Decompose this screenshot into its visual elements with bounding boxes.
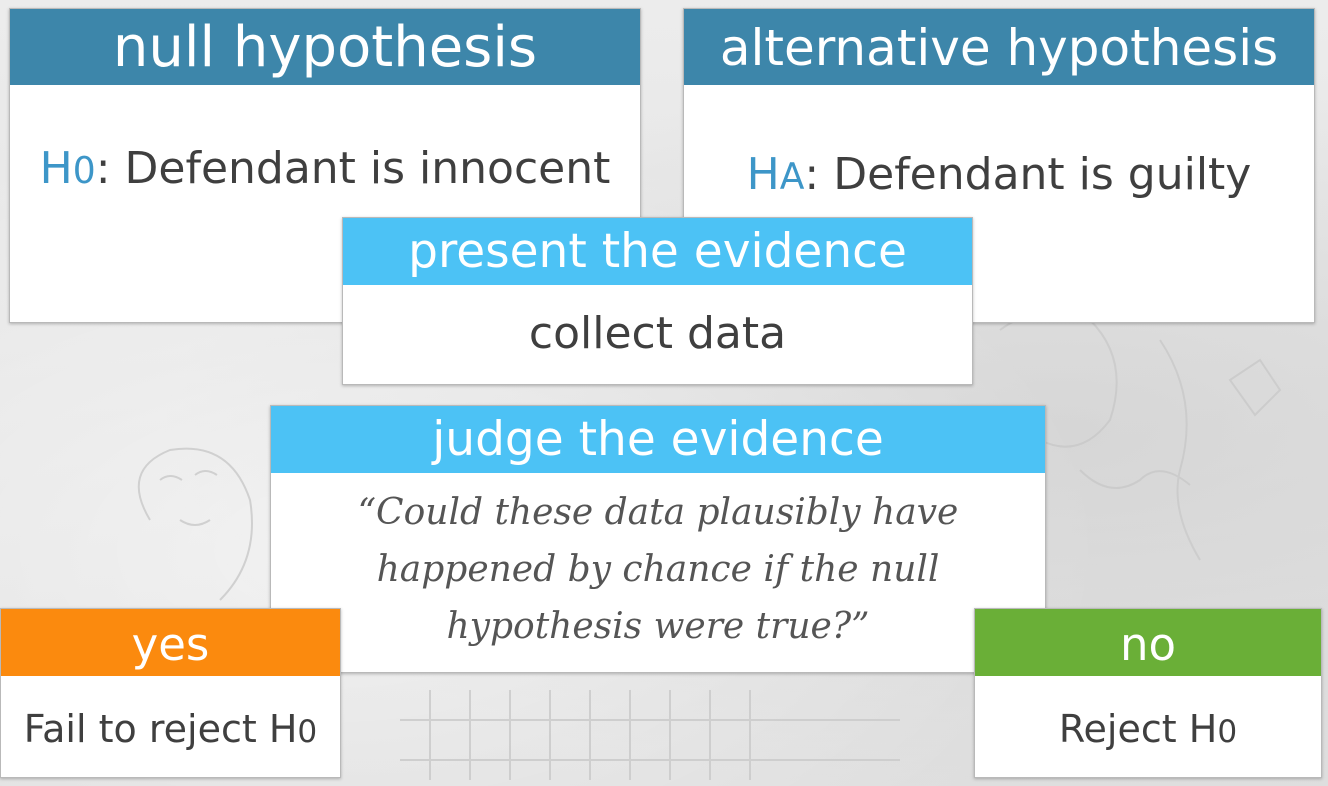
no-box: no Reject H0 xyxy=(974,608,1322,778)
present-evidence-box: present the evidence collect data xyxy=(342,217,973,385)
alternative-hypothesis-box: alternative hypothesis HA: Defendant is … xyxy=(683,8,1315,323)
fail-to-reject-label: Fail to reject H xyxy=(23,707,298,751)
alt-colon: : xyxy=(804,149,820,200)
question-line: “Could these data plausibly have xyxy=(357,492,959,533)
null-symbol-subscript: 0 xyxy=(72,150,96,192)
null-hypothesis-statement: H0: Defendant is innocent xyxy=(10,139,640,201)
question-line: hypothesis were true?” xyxy=(446,606,870,647)
null-statement-text: Defendant is innocent xyxy=(110,143,611,194)
null-hypothesis-box: null hypothesis H0: Defendant is innocen… xyxy=(9,8,641,323)
null-colon: : xyxy=(95,143,111,194)
collect-data-text: collect data xyxy=(528,308,787,359)
judge-evidence-box: judge the evidence “Could these data pla… xyxy=(270,405,1046,673)
alternative-hypothesis-header: alternative hypothesis xyxy=(684,9,1314,85)
yes-header: yes xyxy=(1,609,340,676)
reject-label: Reject H xyxy=(1058,707,1218,751)
null-symbol: H xyxy=(39,143,73,194)
yes-box: yes Fail to reject H0 xyxy=(0,608,341,778)
judge-question: “Could these data plausibly have happene… xyxy=(271,484,1045,655)
alt-symbol-subscript: A xyxy=(779,156,805,198)
reject-text: Reject H0 xyxy=(975,689,1321,772)
no-header: no xyxy=(975,609,1321,676)
fail-to-reject-text: Fail to reject H0 xyxy=(1,689,340,772)
question-line: happened by chance if the null xyxy=(376,549,940,590)
judge-evidence-header: judge the evidence xyxy=(271,406,1045,473)
null-hypothesis-header: null hypothesis xyxy=(10,9,640,85)
present-evidence-header: present the evidence xyxy=(343,218,972,285)
alt-symbol: H xyxy=(746,149,780,200)
fail-to-reject-subscript: 0 xyxy=(297,714,318,750)
alternative-hypothesis-statement: HA: Defendant is guilty xyxy=(684,145,1314,207)
alt-statement-text: Defendant is guilty xyxy=(819,149,1252,200)
reject-subscript: 0 xyxy=(1217,714,1238,750)
